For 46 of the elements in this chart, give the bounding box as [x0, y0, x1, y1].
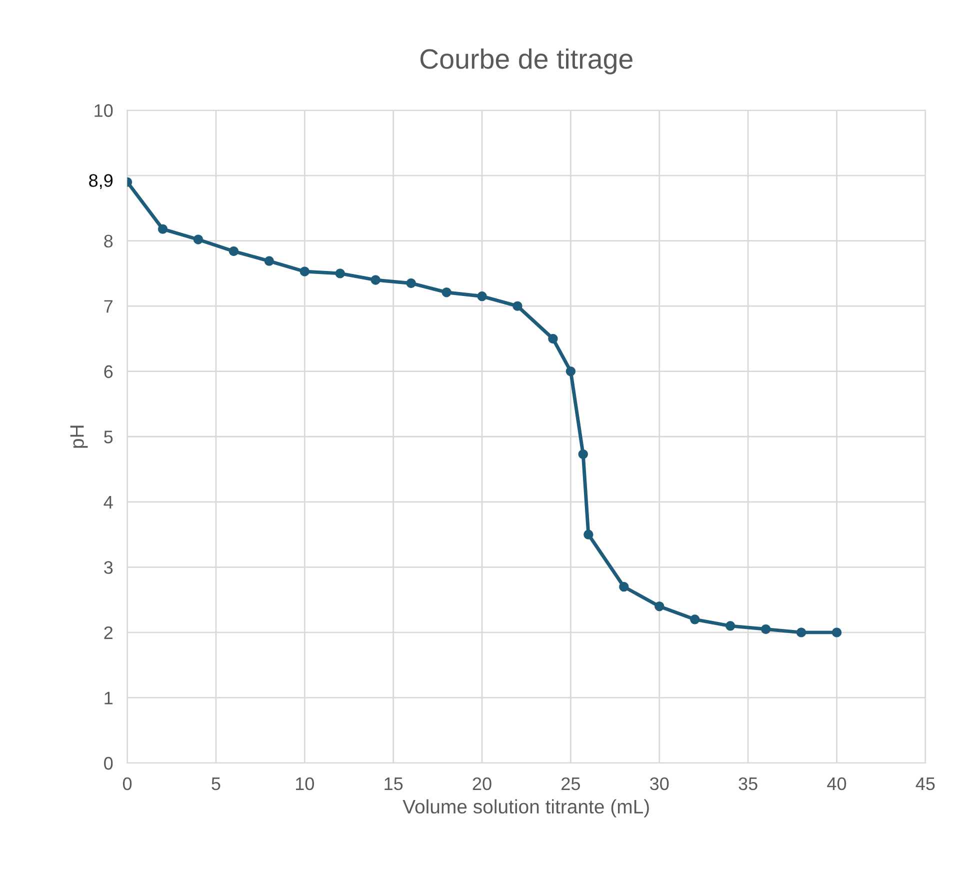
point — [566, 366, 576, 376]
y-tick-label: 6 — [104, 365, 113, 378]
y-tick-label: 3 — [104, 561, 113, 574]
point — [406, 278, 416, 288]
x-tick-label: 0 — [122, 777, 132, 790]
chart-title: Courbe de titrage — [420, 48, 632, 74]
point — [477, 291, 487, 302]
x-tick-label: 20 — [472, 777, 492, 790]
x-axis-title: Volume solution titrante (mL) — [402, 799, 649, 818]
y-tick-label: 5 — [104, 430, 113, 444]
point — [512, 301, 522, 311]
point — [796, 628, 806, 638]
point — [442, 288, 452, 298]
x-tick-label: 10 — [296, 777, 314, 790]
y-axis-title: pH — [70, 426, 88, 448]
y-tick-label: 10 — [94, 104, 113, 117]
point — [619, 582, 629, 592]
point — [760, 624, 771, 634]
y-tick-label: 4 — [104, 496, 113, 508]
point — [300, 266, 310, 276]
x-tick-label: 35 — [738, 777, 758, 790]
point — [584, 530, 594, 540]
x-tick-label: 40 — [827, 777, 846, 790]
x-tick-label: 25 — [562, 777, 580, 790]
x-tick-label: 45 — [916, 778, 935, 790]
x-tick-label: 30 — [650, 777, 669, 790]
point — [725, 621, 736, 631]
point — [335, 268, 345, 278]
point — [832, 628, 842, 638]
point — [578, 449, 588, 460]
y-tick-label: 8 — [104, 234, 113, 248]
x-tick-label: 15 — [384, 778, 403, 790]
y-tick-label: 7 — [104, 300, 112, 313]
point — [370, 275, 380, 285]
y-tick-label: 2 — [104, 626, 112, 639]
point — [158, 224, 168, 234]
y-tick-label: 1 — [104, 692, 113, 704]
point — [228, 246, 239, 256]
x-tick-label: 5 — [212, 778, 220, 790]
annotation: 8,9 — [89, 174, 113, 190]
point — [193, 234, 204, 244]
point — [548, 334, 558, 344]
point — [654, 601, 664, 612]
y-tick-label: 0 — [104, 756, 113, 770]
point — [690, 614, 700, 624]
point — [264, 256, 274, 266]
